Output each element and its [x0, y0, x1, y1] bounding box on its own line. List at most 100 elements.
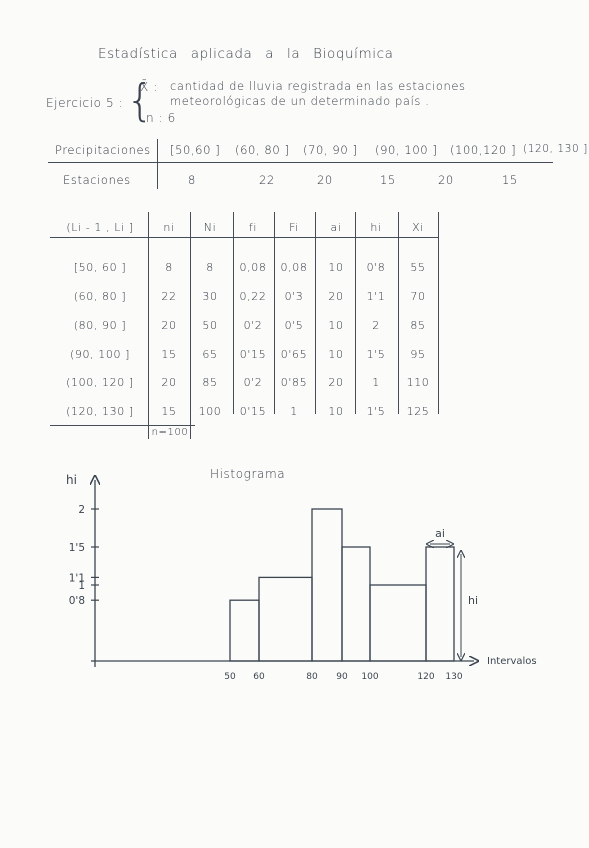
freq-table-cell: 0,08 — [239, 261, 267, 274]
histogram-title: Histograma — [210, 467, 286, 481]
freq-table-cell: (80, 90 ] — [73, 319, 127, 332]
data-table-header-row: Precipitaciones [50,60 ] (60, 80 ] (70, … — [55, 137, 587, 165]
freq-table-cell: 20 — [161, 376, 177, 389]
hi-label: hi — [468, 594, 478, 607]
freq-table-cell: 8 — [165, 261, 173, 274]
freq-table-cell: 20 — [328, 376, 344, 389]
variable-description-line-2: meteorológicas de un determinado país . — [170, 94, 430, 108]
freq-table-header: fi — [248, 221, 258, 234]
histogram-bar — [311, 508, 343, 662]
freq-table-col-rule — [233, 212, 234, 414]
x-tick-label: 120 — [417, 672, 434, 682]
data-table-value: 20 — [317, 173, 333, 187]
y-tick-label: 1'1 — [69, 572, 85, 584]
freq-table-cell: 8 — [206, 261, 214, 274]
page-title: Estadística aplicada a la Bioquímica — [98, 46, 394, 62]
freq-table-header: ai — [330, 221, 342, 234]
freq-table-cell: 1 — [290, 405, 298, 418]
freq-table-cell: (120, 130 ] — [66, 405, 134, 418]
data-table-interval: (120, 130 ] — [523, 143, 588, 155]
freq-table-cell: 100 — [198, 405, 222, 418]
data-table-value: 8 — [188, 173, 196, 187]
freq-table-cell: 50 — [202, 319, 218, 332]
variable-description-line-1: cantidad de lluvia registrada en las est… — [170, 79, 466, 93]
data-table-values-row: Estaciones 8 22 20 15 20 15 — [55, 167, 550, 195]
data-table-row-label: Estaciones — [63, 173, 131, 187]
freq-table-cell: 10 — [328, 319, 344, 332]
freq-table-header: (Li - 1 , Li ] — [66, 221, 134, 234]
freq-table-cell: 1 — [372, 376, 380, 389]
freq-table-cell: 110 — [406, 376, 430, 389]
freq-table-header: ni — [163, 221, 175, 234]
freq-table-bottom-rule — [50, 425, 195, 426]
brace-icon: { — [126, 75, 154, 126]
freq-table-cell: 30 — [202, 290, 218, 303]
freq-table-col-rule — [190, 212, 191, 439]
data-table-value: 15 — [502, 173, 518, 187]
sample-size-label: n : 6 — [146, 111, 176, 125]
x-tick-label: 90 — [336, 672, 348, 682]
freq-table-cell: 0,08 — [280, 261, 308, 274]
x-tick-label: 130 — [445, 672, 462, 682]
histogram-bar — [341, 546, 371, 662]
histogram-bar — [425, 546, 455, 662]
data-table-header-label: Precipitaciones — [55, 143, 151, 157]
y-tick-label: 1 — [78, 580, 85, 592]
data-table-interval: [50,60 ] — [170, 143, 221, 157]
freq-table-cell: (100, 120 ] — [66, 376, 134, 389]
x-axis-label: Intervalos — [487, 656, 537, 667]
y-tick-label: 0'8 — [69, 595, 85, 607]
freq-table-cell: 0'65 — [280, 348, 308, 361]
freq-table-cell: 10 — [328, 348, 344, 361]
freq-table-col-rule — [438, 212, 439, 414]
freq-table-cell: 0'3 — [284, 290, 304, 303]
freq-table-cell: 15 — [161, 405, 177, 418]
freq-table-cell: 125 — [406, 405, 430, 418]
freq-table-cell: 65 — [202, 348, 218, 361]
data-table-interval: (60, 80 ] — [235, 143, 290, 157]
freq-table-header: Fi — [289, 221, 299, 234]
freq-table-cell: (90, 100 ] — [69, 348, 131, 361]
freq-table-cell: 0'8 — [366, 261, 386, 274]
ai-label: ai — [435, 527, 445, 540]
freq-table-cell: 55 — [410, 261, 426, 274]
freq-table-cell: 10 — [328, 261, 344, 274]
variable-symbol: X̄ : — [140, 80, 158, 94]
y-axis-label: hi — [66, 473, 77, 487]
y-tick-label: 2 — [78, 504, 85, 516]
x-tick-label: 80 — [306, 672, 318, 682]
freq-table-cell: 1'5 — [366, 405, 386, 418]
freq-table-cell: 0,22 — [239, 290, 267, 303]
exercise-label: Ejercicio 5 : — [46, 96, 124, 110]
data-table-interval: (90, 100 ] — [375, 143, 438, 157]
freq-table-cell: 0'5 — [284, 319, 304, 332]
freq-table-cell: 10 — [328, 405, 344, 418]
freq-table-col-rule — [148, 212, 149, 439]
x-tick-label: 50 — [224, 672, 236, 682]
freq-table-cell: 2 — [372, 319, 380, 332]
freq-table-cell: [50, 60 ] — [73, 261, 127, 274]
freq-table-cell: 0'2 — [243, 376, 263, 389]
freq-table-header: hi — [370, 221, 382, 234]
freq-table-cell: (60, 80 ] — [73, 290, 127, 303]
histogram-bar — [369, 584, 427, 662]
freq-table-cell: 0'2 — [243, 319, 263, 332]
data-table-horizontal-rule — [48, 162, 553, 163]
freq-table-header: Xi — [412, 221, 424, 234]
freq-table-cell: 1'1 — [366, 290, 386, 303]
data-table-value: 22 — [259, 173, 275, 187]
freq-table-col-rule — [274, 212, 275, 414]
freq-table-col-rule — [398, 212, 399, 414]
x-tick-label: 100 — [361, 672, 378, 682]
freq-table-header-rule — [50, 237, 438, 238]
freq-table-total: n=100 — [151, 427, 189, 438]
freq-table-cell: 0'15 — [239, 348, 267, 361]
freq-table-col-rule — [355, 212, 356, 414]
freq-table-cell: 22 — [161, 290, 177, 303]
freq-table-cell: 1'5 — [366, 348, 386, 361]
histogram-bar — [258, 576, 313, 662]
freq-table-cell: 0'15 — [239, 405, 267, 418]
freq-table-cell: 15 — [161, 348, 177, 361]
freq-table-cell: 70 — [410, 290, 426, 303]
